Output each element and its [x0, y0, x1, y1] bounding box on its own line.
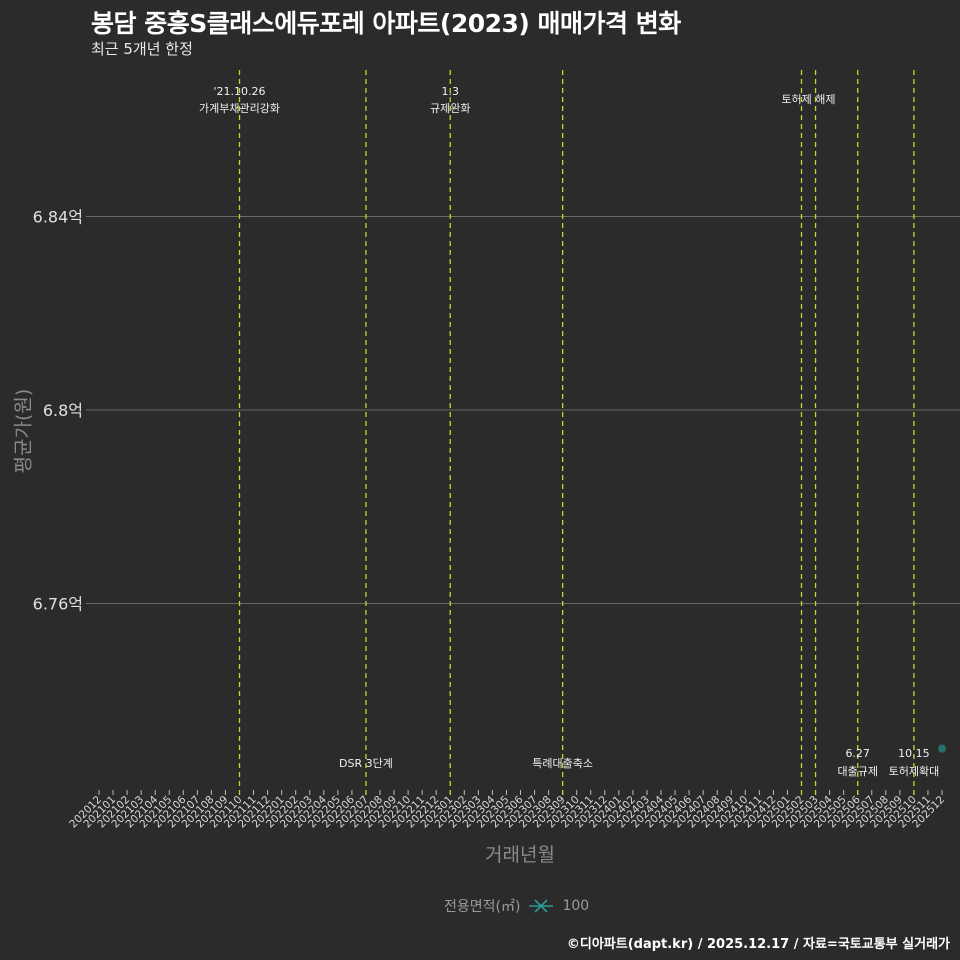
y-tick-label: 6.84억: [33, 208, 83, 227]
legend-item-label: 100: [562, 898, 590, 914]
chart-subtitle: 최근 5개년 한정: [91, 40, 193, 58]
event-label: 토허제확대: [889, 765, 940, 778]
x-axis-title: 거래년월: [485, 844, 555, 866]
footer-credit: ©디아파트(dapt.kr) / 2025.12.17 / 자료=국토교통부 실…: [566, 937, 950, 952]
chart-title: 봉담 중흥S클래스에듀포레 아파트(2023) 매매가격 변화: [91, 9, 681, 38]
y-tick-label: 6.76억: [33, 595, 83, 614]
event-label: 1.3: [442, 85, 460, 98]
event-label: DSR 3단계: [339, 757, 393, 770]
y-tick-label: 6.8억: [43, 401, 83, 420]
event-label: 규제완화: [430, 102, 470, 115]
event-label: 6.27: [845, 747, 870, 760]
legend-title: 전용면적(㎡): [444, 899, 521, 915]
event-label: 특례대출축소: [532, 757, 593, 770]
y-axis-title: 평균가(원): [12, 388, 35, 474]
legend-point-line-icon: [529, 899, 554, 913]
legend: 전용면적(㎡) 100: [444, 896, 589, 916]
event-label: 토허제 해제: [781, 92, 835, 106]
data-point: [938, 744, 946, 753]
event-label: '21.10.26: [213, 85, 265, 98]
event-label: 대출규제: [837, 765, 877, 778]
event-label: 가계부채관리강화: [199, 102, 280, 115]
event-label: 10.15: [898, 747, 930, 760]
